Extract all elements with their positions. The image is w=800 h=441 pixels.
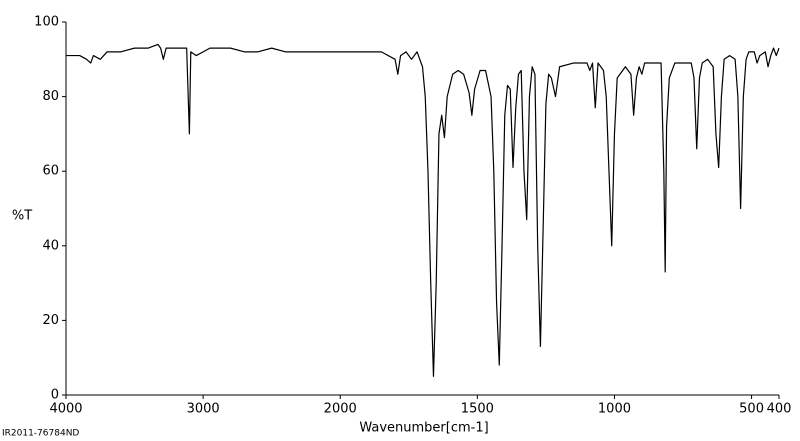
x-tick-label: 400: [767, 402, 792, 417]
y-tick-label: 100: [34, 15, 59, 30]
footer: IR2011-76784ND: [2, 429, 79, 439]
x-tick-label: 3000: [187, 402, 220, 417]
y-tick-label: 0: [51, 388, 59, 403]
y-tick-label: 40: [42, 238, 59, 253]
x-tick-label: 1500: [461, 402, 494, 417]
y-tick-label: 20: [42, 313, 59, 328]
y-tick-label: 80: [42, 89, 59, 104]
spectrum-line: [66, 43, 780, 377]
x-tick-label: 2000: [324, 402, 357, 417]
x-tick-label: 1000: [598, 402, 631, 417]
y-axis-label: %T: [12, 209, 32, 224]
x-axis-label: Wavenumber[cm-1]: [359, 421, 488, 436]
x-tick-label: 500: [739, 402, 764, 417]
x-tick-label: 4000: [49, 402, 82, 417]
y-tick-label: 60: [42, 164, 59, 179]
